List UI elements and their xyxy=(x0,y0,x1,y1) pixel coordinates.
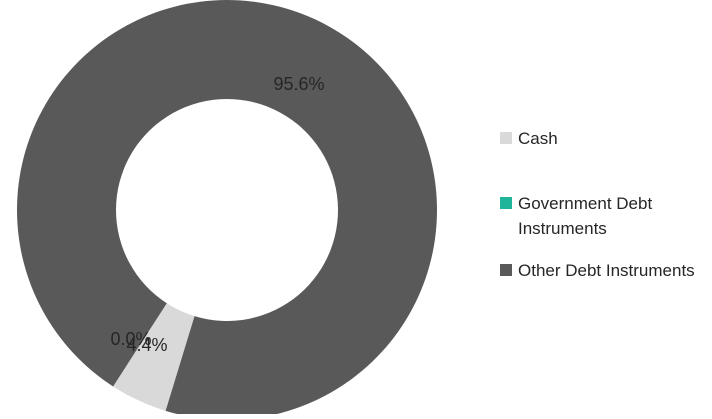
legend-item-government-debt-instruments: Government Debt Instruments xyxy=(500,194,652,238)
legend-swatch-other-debt-instruments xyxy=(500,264,512,276)
slices-layer xyxy=(17,0,437,419)
legend-label-other-debt-instruments: Other Debt Instruments xyxy=(518,261,695,280)
data-label-government-debt-instruments: 0.0% xyxy=(110,329,151,349)
legend-item-other-debt-instruments: Other Debt Instruments xyxy=(500,261,695,280)
data-label-other-debt-instruments: 95.6% xyxy=(273,74,324,94)
legend-label-cash: Cash xyxy=(518,129,558,148)
legend: Cash Government Debt Instruments Other Debt… xyxy=(500,129,695,280)
legend-swatch-government-debt-instruments xyxy=(500,197,512,209)
legend-label-government-debt-instruments: Government Debt Instruments xyxy=(518,194,652,238)
legend-item-cash: Cash xyxy=(500,129,558,148)
legend-swatch-cash xyxy=(500,132,512,144)
labels-layer: 4.4%0.0% 95.6% xyxy=(110,74,324,355)
slice-cash xyxy=(113,303,195,411)
slice-other-debt-instruments xyxy=(17,0,437,419)
data-label-cash: 4.4% xyxy=(126,335,167,355)
